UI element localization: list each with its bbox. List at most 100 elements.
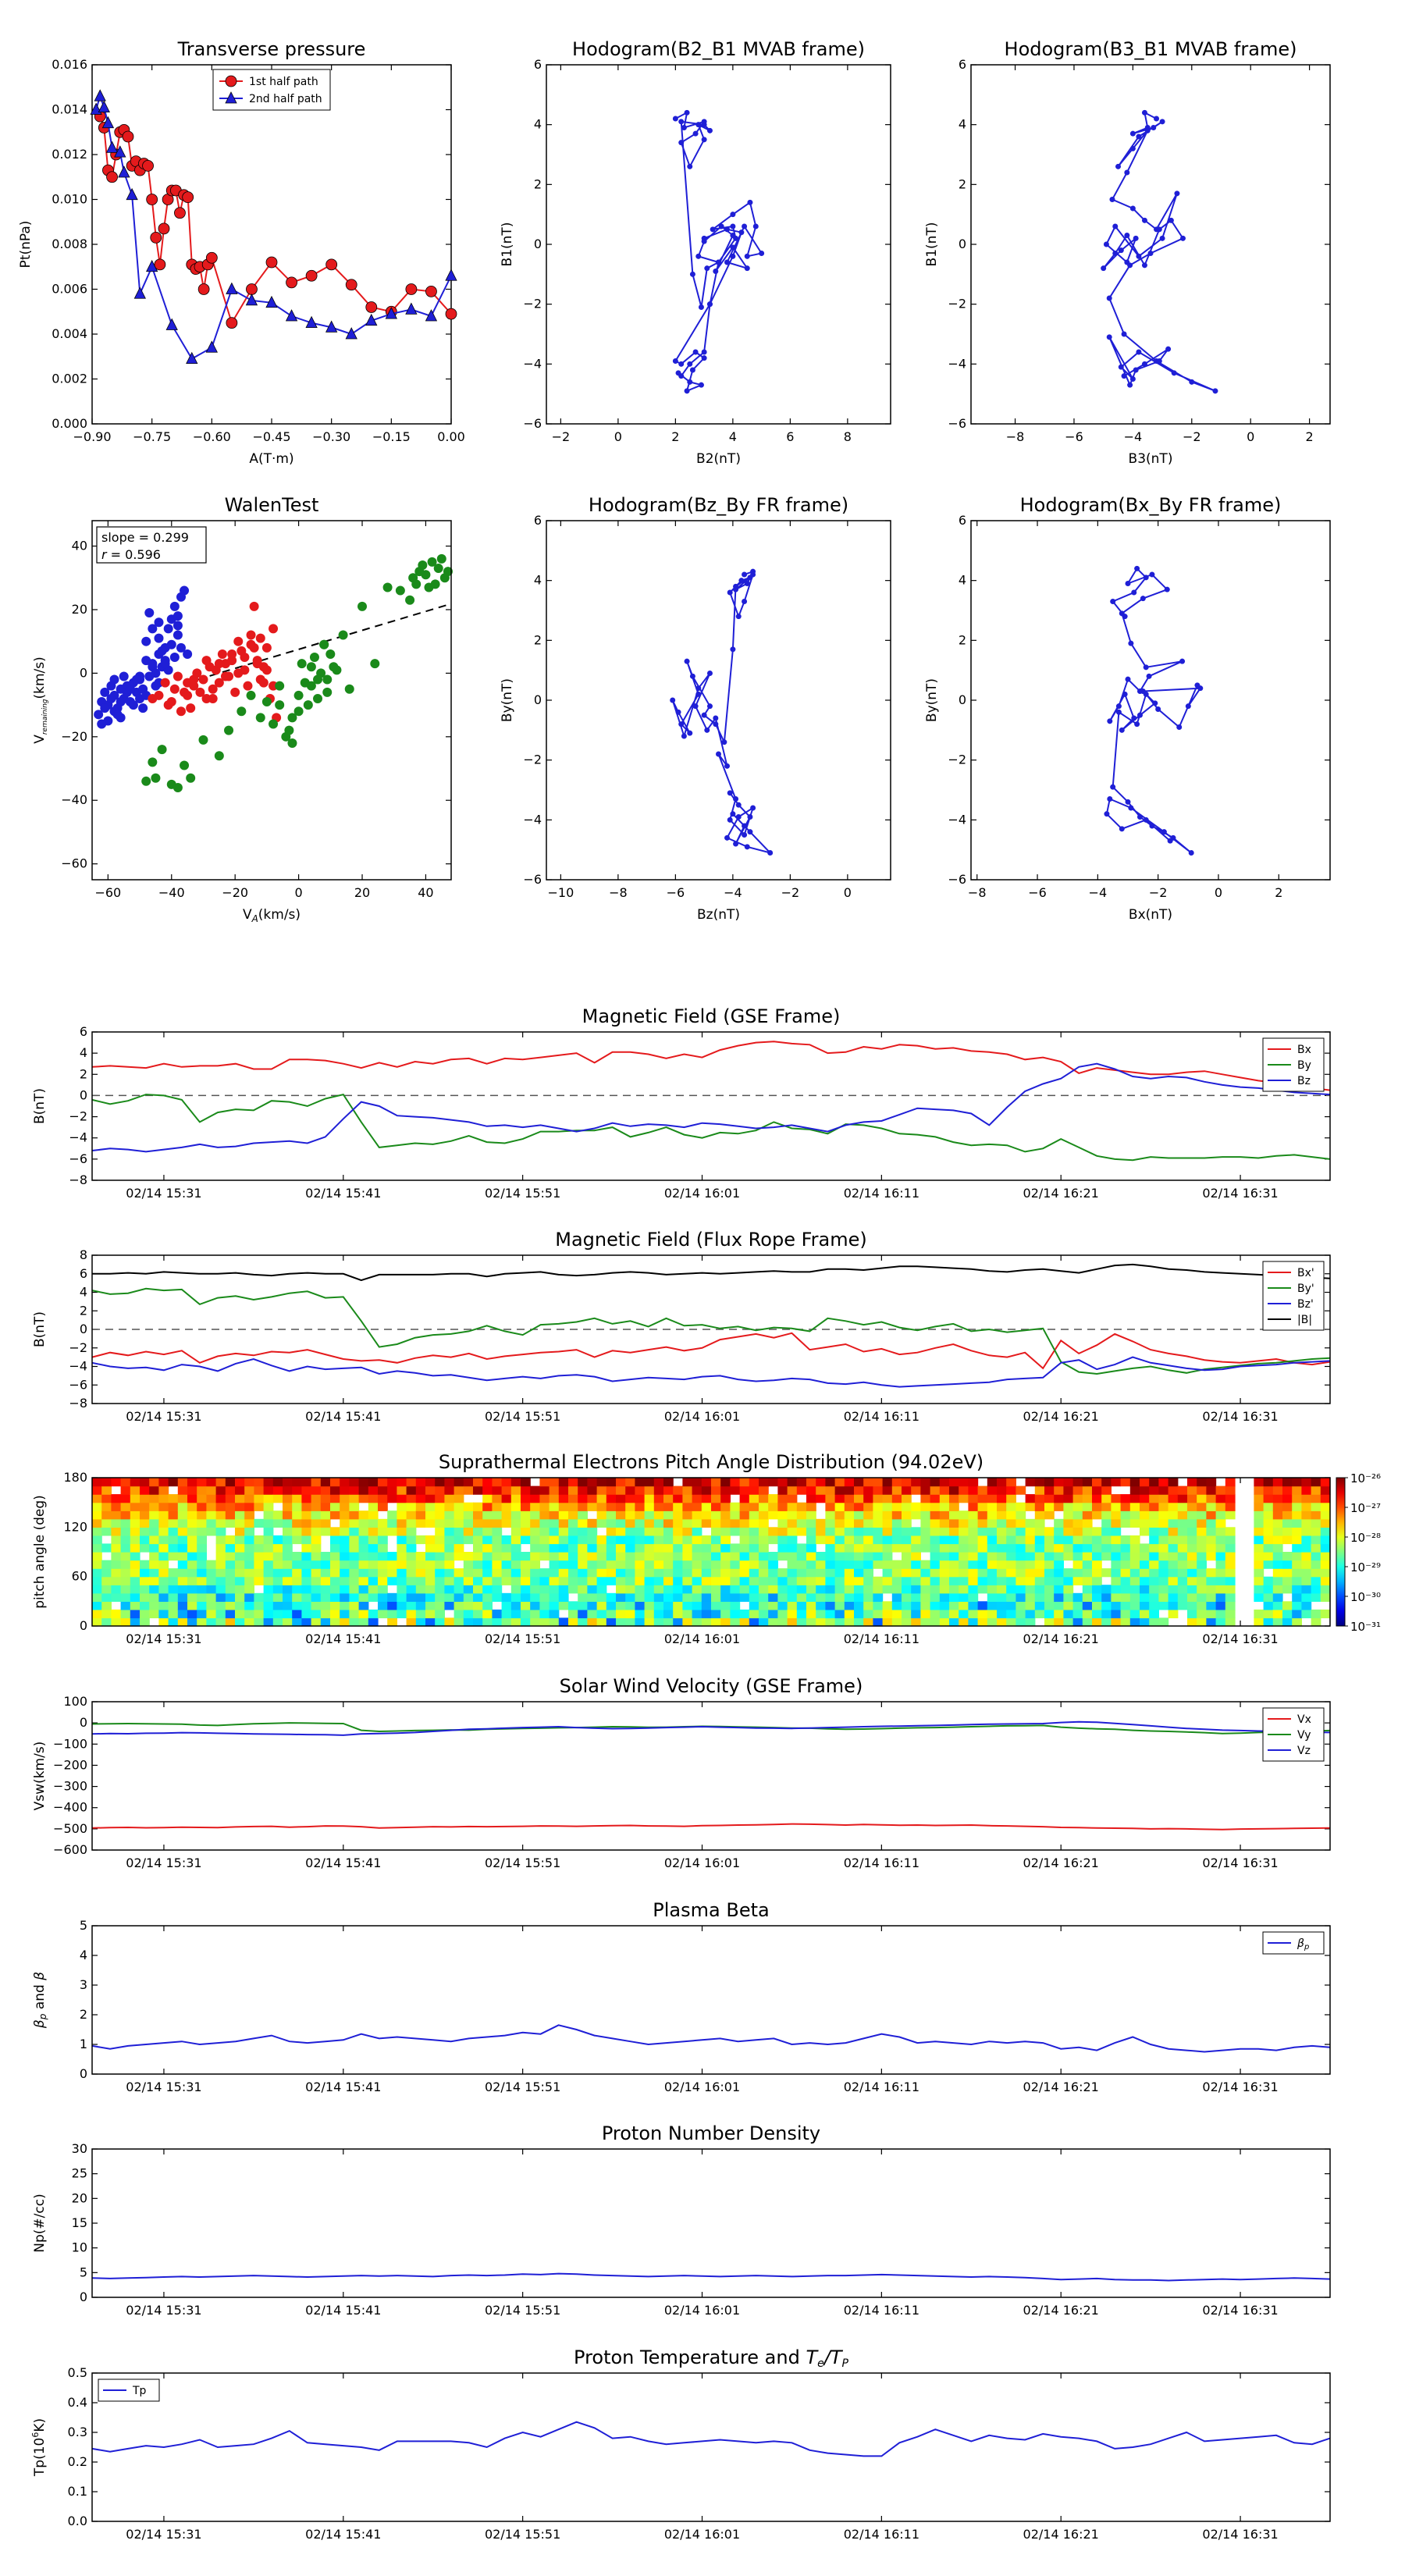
heatmap-cell xyxy=(368,1485,379,1495)
x-tick-label: 02/14 15:31 xyxy=(126,2303,201,2318)
heatmap-cell xyxy=(425,1560,436,1569)
heatmap-cell xyxy=(510,1510,521,1520)
heatmap-cell xyxy=(492,1527,503,1536)
heatmap-cell xyxy=(959,1560,969,1569)
heatmap-cell xyxy=(1311,1535,1321,1545)
heatmap-cell xyxy=(435,1592,445,1602)
heatmap-cell xyxy=(1092,1527,1102,1536)
heatmap-cell xyxy=(701,1576,712,1585)
heatmap-cell xyxy=(606,1535,617,1545)
heatmap-cell xyxy=(816,1592,826,1602)
heatmap-cell xyxy=(587,1478,598,1487)
heatmap-cell xyxy=(825,1560,836,1569)
heatmap-cell xyxy=(987,1552,998,1561)
heatmap-cell xyxy=(1129,1592,1140,1602)
y-tick-label: −6 xyxy=(69,1151,87,1166)
heatmap-cell xyxy=(1025,1585,1036,1594)
heatmap-cell xyxy=(263,1535,274,1545)
heatmap-cell xyxy=(272,1568,283,1578)
heatmap-cell xyxy=(1111,1552,1122,1561)
y-tick-label: 0.0 xyxy=(68,2514,87,2528)
heatmap-cell xyxy=(1025,1576,1036,1585)
heatmap-cell xyxy=(254,1601,265,1610)
heatmap-cell xyxy=(673,1601,683,1610)
heatmap-cell xyxy=(997,1601,1007,1610)
heatmap-cell xyxy=(244,1576,254,1585)
heatmap-cell xyxy=(1225,1478,1236,1487)
heatmap-cell xyxy=(1044,1485,1055,1495)
heatmap-cell xyxy=(777,1485,788,1495)
heatmap-cell xyxy=(358,1560,369,1569)
data-point xyxy=(704,727,710,733)
heatmap-cell xyxy=(1092,1535,1102,1545)
heatmap-cell xyxy=(549,1576,560,1585)
data-point xyxy=(357,601,368,611)
heatmap-cell xyxy=(930,1617,941,1627)
x-tick-label: 02/14 16:21 xyxy=(1023,2080,1099,2094)
heatmap-cell xyxy=(739,1592,750,1602)
heatmap-cell xyxy=(1016,1510,1026,1520)
heatmap-cell xyxy=(644,1485,655,1495)
heatmap-cell xyxy=(730,1543,741,1553)
heatmap-cell xyxy=(263,1617,274,1627)
y-tick-label: −2 xyxy=(948,753,966,767)
data-point xyxy=(338,630,348,640)
heatmap-cell xyxy=(187,1568,197,1578)
heatmap-cell xyxy=(530,1485,540,1495)
heatmap-cell xyxy=(1254,1592,1264,1602)
heatmap-cell xyxy=(415,1592,426,1602)
heatmap-cell xyxy=(1054,1585,1064,1594)
heatmap-cell xyxy=(530,1609,540,1619)
heatmap-cell xyxy=(473,1502,483,1511)
heatmap-cell xyxy=(1301,1527,1312,1536)
heatmap-cell xyxy=(749,1617,759,1627)
heatmap-cell xyxy=(663,1609,674,1619)
heatmap-cell xyxy=(101,1568,112,1578)
heatmap-cell xyxy=(1206,1494,1217,1503)
heatmap-cell xyxy=(225,1485,236,1495)
heatmap-cell xyxy=(1187,1485,1197,1495)
data-point xyxy=(701,712,707,718)
heatmap-cell xyxy=(1101,1518,1112,1528)
heatmap-cell xyxy=(397,1609,407,1619)
heatmap-cell xyxy=(263,1494,274,1503)
heatmap-cell xyxy=(730,1617,741,1627)
heatmap-cell xyxy=(949,1485,959,1495)
heatmap-cell xyxy=(187,1527,197,1536)
heatmap-cell xyxy=(844,1510,855,1520)
heatmap-cell xyxy=(415,1576,426,1585)
heatmap-cell xyxy=(911,1535,921,1545)
heatmap-cell xyxy=(930,1478,941,1487)
heatmap-cell xyxy=(215,1601,226,1610)
heatmap-cell xyxy=(1111,1510,1122,1520)
data-point xyxy=(157,646,167,656)
x-tick-label: 02/14 16:11 xyxy=(844,1631,919,1646)
y-tick-label: 0.004 xyxy=(52,326,87,341)
heatmap-cell xyxy=(435,1585,445,1594)
heatmap-cell xyxy=(854,1485,864,1495)
data-point xyxy=(678,140,685,146)
heatmap-cell xyxy=(311,1543,322,1553)
heatmap-cells xyxy=(92,1478,1331,1627)
heatmap-cell xyxy=(387,1510,397,1520)
heatmap-cell xyxy=(1006,1502,1016,1511)
heatmap-cell xyxy=(263,1585,274,1594)
heatmap-cell xyxy=(206,1502,217,1511)
heatmap-cell xyxy=(454,1585,464,1594)
heatmap-cell xyxy=(959,1478,969,1487)
data-point xyxy=(269,719,279,729)
heatmap-cell xyxy=(673,1518,683,1528)
heatmap-cell xyxy=(1111,1592,1122,1602)
heatmap-cell xyxy=(140,1527,150,1536)
heatmap-cell xyxy=(1225,1552,1236,1561)
heatmap-cell xyxy=(510,1560,521,1569)
heatmap-cell xyxy=(1006,1592,1016,1602)
heatmap-cell xyxy=(510,1576,521,1585)
heatmap-cell xyxy=(806,1478,816,1487)
heatmap-cell xyxy=(197,1527,207,1536)
heatmap-cell xyxy=(1272,1609,1283,1619)
heatmap-cell xyxy=(939,1535,950,1545)
heatmap-cell xyxy=(663,1617,674,1627)
heatmap-cell xyxy=(1206,1576,1217,1585)
heatmap-cell xyxy=(225,1568,236,1578)
